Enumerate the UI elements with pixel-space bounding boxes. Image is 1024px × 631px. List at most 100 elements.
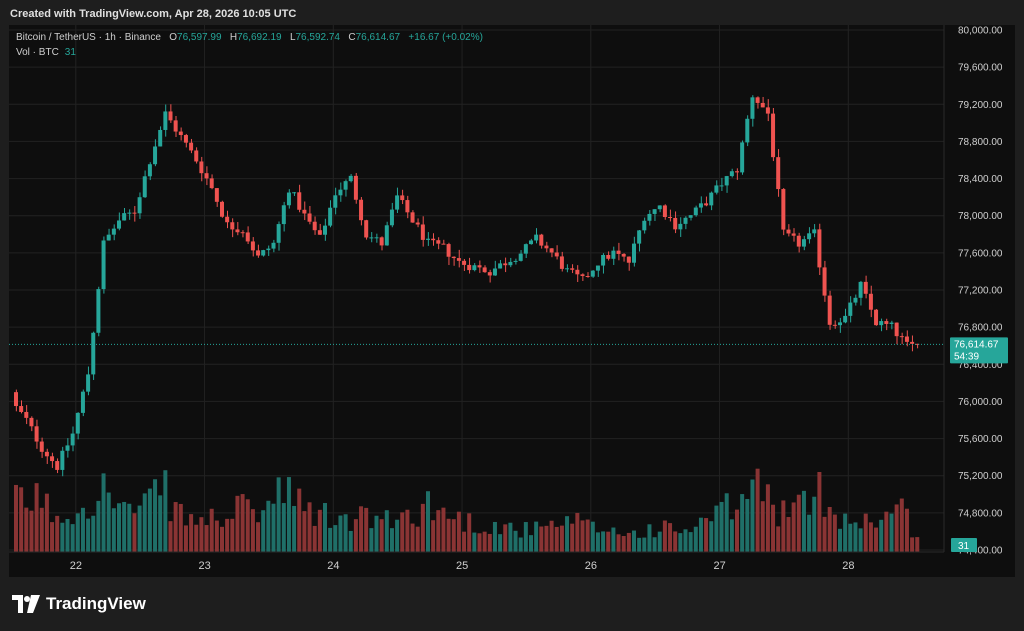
volume-bar — [765, 484, 770, 552]
volume-bar — [791, 502, 796, 552]
volume-bar — [70, 524, 75, 552]
volume-legend[interactable]: Vol · BTC 31 — [16, 47, 76, 58]
volume-bar — [307, 502, 312, 552]
volume-bar — [523, 522, 528, 552]
candle-body — [60, 450, 65, 470]
volume-bar — [312, 525, 317, 552]
candle-body — [127, 212, 132, 214]
y-tick-label: 79,200.00 — [958, 100, 1003, 111]
volume-bar — [621, 536, 626, 552]
candle-body — [899, 336, 904, 338]
candle-body — [302, 209, 307, 214]
candle-body — [534, 234, 539, 241]
candle-body — [812, 229, 817, 234]
symbol-legend[interactable]: Bitcoin / TetherUS · 1h · Binance O76,59… — [16, 32, 483, 43]
volume-bar — [29, 510, 34, 552]
volume-bar — [420, 503, 425, 552]
volume-bar — [415, 526, 420, 552]
volume-bar — [456, 511, 461, 552]
candle-body — [395, 195, 400, 210]
candle-body — [204, 173, 209, 179]
volume-bar — [317, 509, 322, 552]
volume-bar — [117, 503, 121, 552]
candle-body — [719, 185, 724, 187]
close-label: C — [348, 32, 356, 43]
volume-bar — [513, 530, 518, 552]
volume-bar — [575, 512, 580, 552]
low-label: L — [289, 32, 296, 43]
candle-body — [70, 433, 75, 446]
volume-bar — [565, 516, 570, 552]
volume-bar — [590, 521, 595, 552]
candle-body — [441, 243, 446, 245]
volume-bar — [585, 519, 590, 552]
volume-bar — [632, 530, 636, 552]
volume-bar — [776, 526, 781, 552]
volume-bar — [518, 537, 523, 552]
volume-bar — [544, 525, 549, 552]
candle-body — [657, 205, 662, 210]
candle-body — [451, 256, 456, 259]
volume-bar — [796, 494, 801, 552]
candle-body — [529, 240, 533, 245]
high-label: H — [229, 32, 238, 43]
candle-body — [523, 244, 528, 254]
candle-body — [477, 265, 482, 268]
volume-bar — [19, 487, 24, 552]
candle-body — [848, 302, 853, 316]
volume-bar — [271, 503, 276, 552]
y-tick-label: 78,800.00 — [958, 137, 1003, 148]
volume-bar — [554, 526, 559, 552]
candle-body — [575, 269, 580, 275]
volume-bar — [889, 513, 894, 552]
candle-body — [194, 150, 199, 162]
candle-body — [446, 244, 451, 257]
candle-body — [735, 171, 739, 173]
chart-panel[interactable]: 80,000.00 79,600.00 79,200.00 78,800.00 78,4… — [9, 25, 1015, 577]
candle-body — [750, 97, 755, 119]
candle-body — [595, 265, 600, 271]
candle-body — [498, 263, 503, 269]
candle-body — [755, 97, 760, 103]
volume-bar — [183, 525, 188, 552]
symbol-name[interactable]: Bitcoin / TetherUS · 1h · Binance — [16, 32, 161, 43]
volume-bar — [44, 493, 49, 552]
candle-body — [75, 412, 80, 434]
candle-body — [276, 224, 281, 243]
candle-body — [101, 240, 106, 290]
volume-bar — [637, 537, 642, 552]
volume-bar — [704, 518, 709, 552]
volume-bar — [379, 519, 384, 552]
candle-body — [904, 336, 909, 342]
candle-body — [117, 220, 121, 229]
candle-body — [874, 309, 879, 326]
volume-bar — [142, 493, 147, 552]
candle-body — [142, 176, 147, 198]
volume-bar — [199, 517, 204, 552]
candle-body — [178, 131, 183, 136]
candle-body — [601, 254, 606, 266]
volume-bar — [807, 514, 812, 552]
volume-value: 31 — [64, 47, 76, 58]
volume-badge-value: 31 — [958, 541, 970, 552]
candle-body — [858, 281, 863, 298]
volume-bar — [426, 491, 430, 552]
candle-body — [91, 332, 96, 375]
volume-bar — [745, 498, 750, 552]
volume-bar — [508, 522, 513, 552]
candle-body — [379, 237, 384, 246]
candle-body — [796, 235, 801, 247]
volume-bar — [611, 527, 616, 552]
candle-body — [436, 240, 441, 244]
candlestick-chart[interactable]: 80,000.00 79,600.00 79,200.00 78,800.00 78,4… — [9, 25, 1015, 577]
volume-bar — [812, 496, 817, 552]
candle-body — [838, 322, 842, 326]
volume-bar — [333, 525, 338, 552]
volume-bar — [714, 505, 719, 552]
candle-body — [668, 217, 673, 219]
tradingview-brand[interactable]: TradingView — [12, 594, 146, 614]
candle-body — [240, 232, 245, 234]
volume-bar — [286, 477, 291, 552]
volume-bar — [168, 521, 173, 552]
high-value: 76,692.19 — [237, 32, 282, 43]
